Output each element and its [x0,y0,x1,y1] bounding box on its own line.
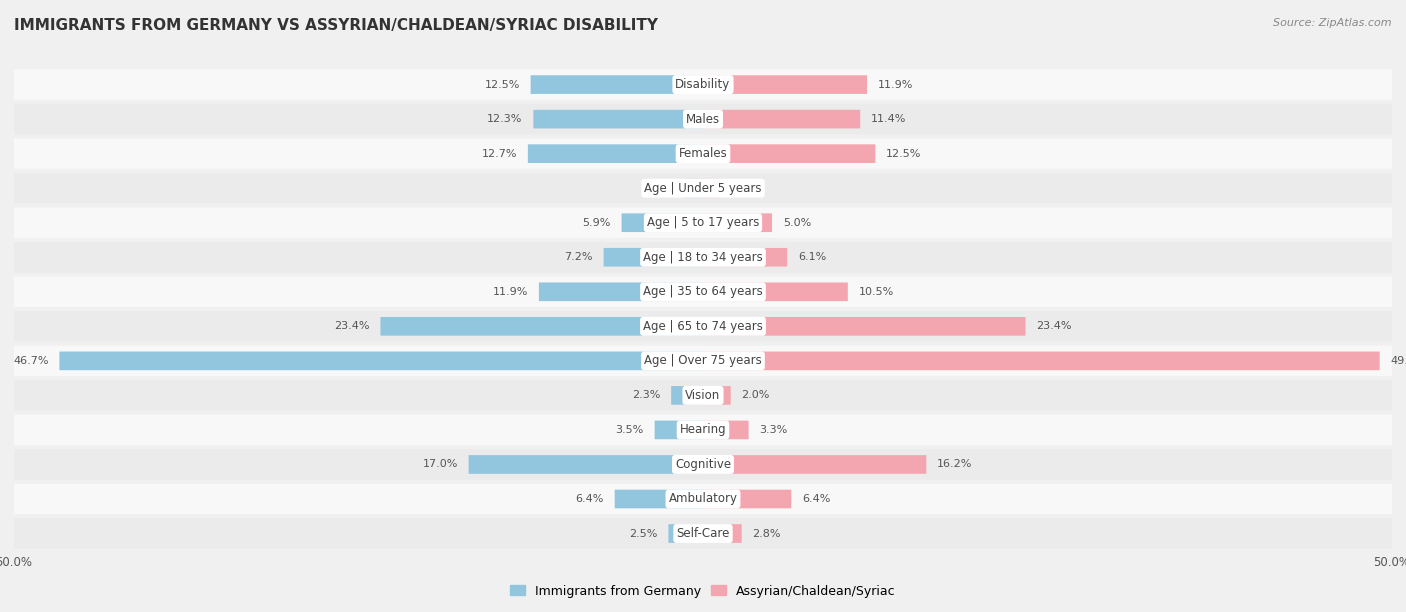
Text: IMMIGRANTS FROM GERMANY VS ASSYRIAN/CHALDEAN/SYRIAC DISABILITY: IMMIGRANTS FROM GERMANY VS ASSYRIAN/CHAL… [14,18,658,34]
FancyBboxPatch shape [655,420,703,439]
FancyBboxPatch shape [14,207,1392,238]
Text: 17.0%: 17.0% [422,460,458,469]
FancyBboxPatch shape [621,214,703,232]
Text: Self-Care: Self-Care [676,527,730,540]
FancyBboxPatch shape [703,317,1025,335]
Text: 5.9%: 5.9% [582,218,610,228]
Text: Age | Under 5 years: Age | Under 5 years [644,182,762,195]
FancyBboxPatch shape [14,346,1392,376]
FancyBboxPatch shape [14,518,1392,549]
Text: 10.5%: 10.5% [859,287,894,297]
Text: 2.5%: 2.5% [628,529,658,539]
Text: Vision: Vision [685,389,721,402]
FancyBboxPatch shape [703,110,860,129]
Legend: Immigrants from Germany, Assyrian/Chaldean/Syriac: Immigrants from Germany, Assyrian/Chalde… [505,580,901,603]
Text: 16.2%: 16.2% [938,460,973,469]
FancyBboxPatch shape [703,351,1379,370]
FancyBboxPatch shape [468,455,703,474]
FancyBboxPatch shape [14,173,1392,203]
FancyBboxPatch shape [533,110,703,129]
FancyBboxPatch shape [14,242,1392,272]
Text: 46.7%: 46.7% [13,356,48,366]
FancyBboxPatch shape [14,277,1392,307]
Text: Source: ZipAtlas.com: Source: ZipAtlas.com [1274,18,1392,28]
Text: 49.1%: 49.1% [1391,356,1406,366]
Text: Ambulatory: Ambulatory [668,493,738,506]
Text: 3.5%: 3.5% [616,425,644,435]
Text: Age | 18 to 34 years: Age | 18 to 34 years [643,251,763,264]
FancyBboxPatch shape [683,179,703,198]
Text: 12.5%: 12.5% [886,149,922,159]
FancyBboxPatch shape [703,144,876,163]
FancyBboxPatch shape [703,524,742,543]
Text: 2.0%: 2.0% [741,390,770,400]
Text: 3.3%: 3.3% [759,425,787,435]
Text: 2.3%: 2.3% [631,390,661,400]
FancyBboxPatch shape [703,214,772,232]
FancyBboxPatch shape [59,351,703,370]
FancyBboxPatch shape [14,138,1392,169]
Text: Age | 65 to 74 years: Age | 65 to 74 years [643,320,763,333]
FancyBboxPatch shape [381,317,703,335]
Text: 6.4%: 6.4% [803,494,831,504]
Text: 7.2%: 7.2% [564,252,593,263]
FancyBboxPatch shape [703,455,927,474]
FancyBboxPatch shape [703,75,868,94]
Text: Age | 35 to 64 years: Age | 35 to 64 years [643,285,763,298]
Text: 11.9%: 11.9% [877,80,914,89]
FancyBboxPatch shape [14,415,1392,445]
Text: 1.4%: 1.4% [644,183,672,193]
Text: Hearing: Hearing [679,424,727,436]
Text: 12.5%: 12.5% [484,80,520,89]
FancyBboxPatch shape [703,179,718,198]
Text: 11.9%: 11.9% [492,287,529,297]
Text: Females: Females [679,147,727,160]
FancyBboxPatch shape [530,75,703,94]
FancyBboxPatch shape [14,449,1392,480]
Text: 1.1%: 1.1% [730,183,758,193]
Text: 5.0%: 5.0% [783,218,811,228]
FancyBboxPatch shape [527,144,703,163]
FancyBboxPatch shape [703,248,787,267]
FancyBboxPatch shape [14,484,1392,514]
Text: Males: Males [686,113,720,125]
FancyBboxPatch shape [14,380,1392,411]
Text: 6.4%: 6.4% [575,494,603,504]
Text: 23.4%: 23.4% [335,321,370,331]
FancyBboxPatch shape [671,386,703,405]
Text: 11.4%: 11.4% [872,114,907,124]
FancyBboxPatch shape [14,69,1392,100]
Text: 2.8%: 2.8% [752,529,782,539]
Text: 12.3%: 12.3% [486,114,523,124]
FancyBboxPatch shape [703,420,748,439]
FancyBboxPatch shape [703,490,792,509]
Text: Cognitive: Cognitive [675,458,731,471]
Text: Age | 5 to 17 years: Age | 5 to 17 years [647,216,759,230]
FancyBboxPatch shape [538,283,703,301]
FancyBboxPatch shape [14,104,1392,134]
Text: Disability: Disability [675,78,731,91]
Text: 12.7%: 12.7% [481,149,517,159]
FancyBboxPatch shape [668,524,703,543]
FancyBboxPatch shape [703,386,731,405]
Text: Age | Over 75 years: Age | Over 75 years [644,354,762,367]
Text: 23.4%: 23.4% [1036,321,1071,331]
FancyBboxPatch shape [603,248,703,267]
FancyBboxPatch shape [14,311,1392,341]
FancyBboxPatch shape [703,283,848,301]
FancyBboxPatch shape [614,490,703,509]
Text: 6.1%: 6.1% [799,252,827,263]
